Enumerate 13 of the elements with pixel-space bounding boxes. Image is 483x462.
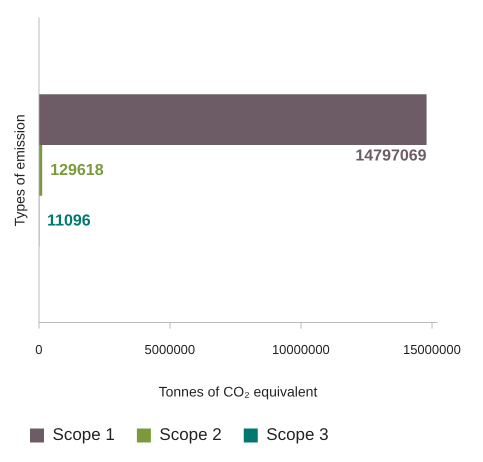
- x-tick-label: 0: [35, 342, 42, 357]
- y-axis-title: Types of emission: [11, 114, 28, 226]
- legend-label: Scope 2: [159, 425, 222, 444]
- data-label: 11096: [47, 212, 91, 230]
- data-label: 14797069: [355, 147, 427, 164]
- x-tick-label: 5000000: [144, 342, 196, 357]
- x-tick-label: 10000000: [272, 342, 330, 357]
- data-label: 129618: [50, 162, 104, 179]
- x-tick-label: 15000000: [402, 342, 461, 357]
- legend-label: Scope 3: [266, 425, 329, 444]
- bar: [39, 94, 427, 146]
- legend-label: Scope 1: [52, 425, 115, 444]
- x-axis-title: Tonnes of CO₂ equivalent: [158, 383, 318, 400]
